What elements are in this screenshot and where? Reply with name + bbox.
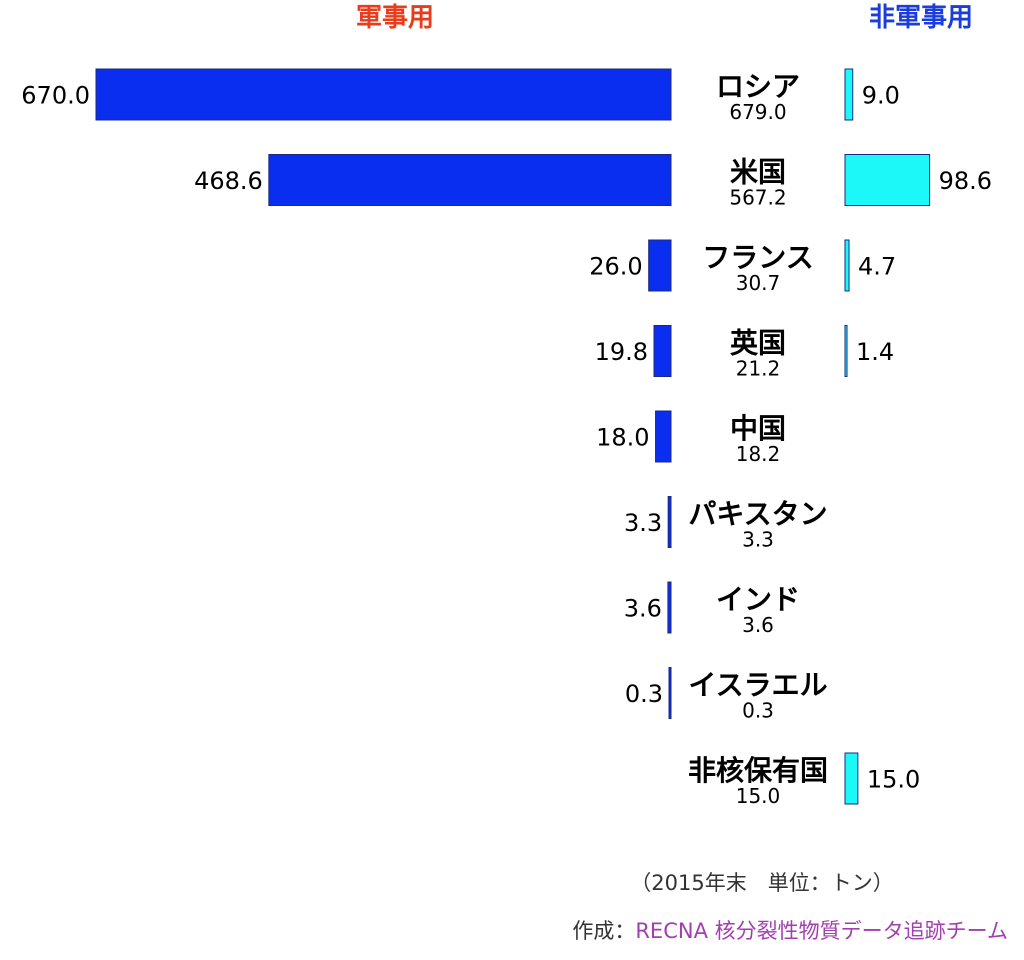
military-header: 軍事用 — [356, 3, 434, 33]
military-value-label: 468.6 — [194, 167, 263, 195]
unit-footnote: （2015年末 単位：トン） — [630, 871, 893, 895]
military-bar — [95, 68, 672, 121]
country-label: パキスタン — [688, 498, 827, 531]
country-total-label: 567.2 — [729, 186, 786, 210]
civilian-bar — [844, 752, 859, 805]
country-label: 英国 — [730, 327, 786, 360]
country-total-label: 21.2 — [736, 357, 781, 381]
credit-line: 作成：RECNA 核分裂性物質データ追跡チーム — [572, 919, 1008, 943]
country-label: 中国 — [730, 412, 786, 445]
military-value-label: 18.0 — [596, 424, 649, 452]
military-value-label: 26.0 — [589, 253, 642, 281]
country-total-label: 679.0 — [729, 100, 786, 124]
country-total-label: 15.0 — [736, 784, 781, 808]
credit-org: RECNA 核分裂性物質データ追跡チーム — [635, 919, 1008, 943]
credit-label: 作成： — [572, 919, 635, 943]
civilian-value-label: 9.0 — [862, 82, 900, 110]
country-total-label: 0.3 — [742, 699, 774, 723]
military-bar — [668, 667, 672, 719]
military-bar — [667, 581, 672, 634]
civilian-header: 非軍事用 — [869, 3, 973, 33]
country-total-label: 30.7 — [736, 271, 781, 295]
military-bar — [268, 154, 672, 206]
military-value-label: 19.8 — [595, 338, 648, 366]
military-bar — [667, 496, 672, 548]
civilian-value-label: 4.7 — [858, 253, 896, 281]
civilian-bar — [844, 68, 854, 121]
civilian-value-label: 15.0 — [867, 766, 920, 794]
country-total-label: 3.6 — [742, 613, 774, 637]
country-label: フランス — [702, 241, 813, 274]
country-total-label: 3.3 — [742, 528, 774, 552]
country-total-label: 18.2 — [736, 442, 781, 466]
civilian-bar — [844, 154, 931, 206]
military-bar — [648, 239, 672, 292]
military-value-label: 3.3 — [624, 509, 662, 537]
civilian-value-label: 1.4 — [856, 338, 894, 366]
civilian-bar — [844, 239, 850, 292]
country-label: 米国 — [730, 156, 786, 189]
country-label: イスラエル — [688, 669, 827, 702]
military-bar — [655, 410, 672, 463]
country-label: 非核保有国 — [688, 754, 828, 787]
civilian-bar — [844, 325, 848, 377]
civilian-value-label: 98.6 — [939, 167, 992, 195]
military-value-label: 3.6 — [624, 595, 662, 623]
military-value-label: 0.3 — [625, 680, 663, 708]
country-label: インド — [716, 583, 800, 616]
military-bar — [653, 325, 672, 377]
military-value-label: 670.0 — [21, 82, 90, 110]
country-label: ロシア — [716, 70, 800, 103]
